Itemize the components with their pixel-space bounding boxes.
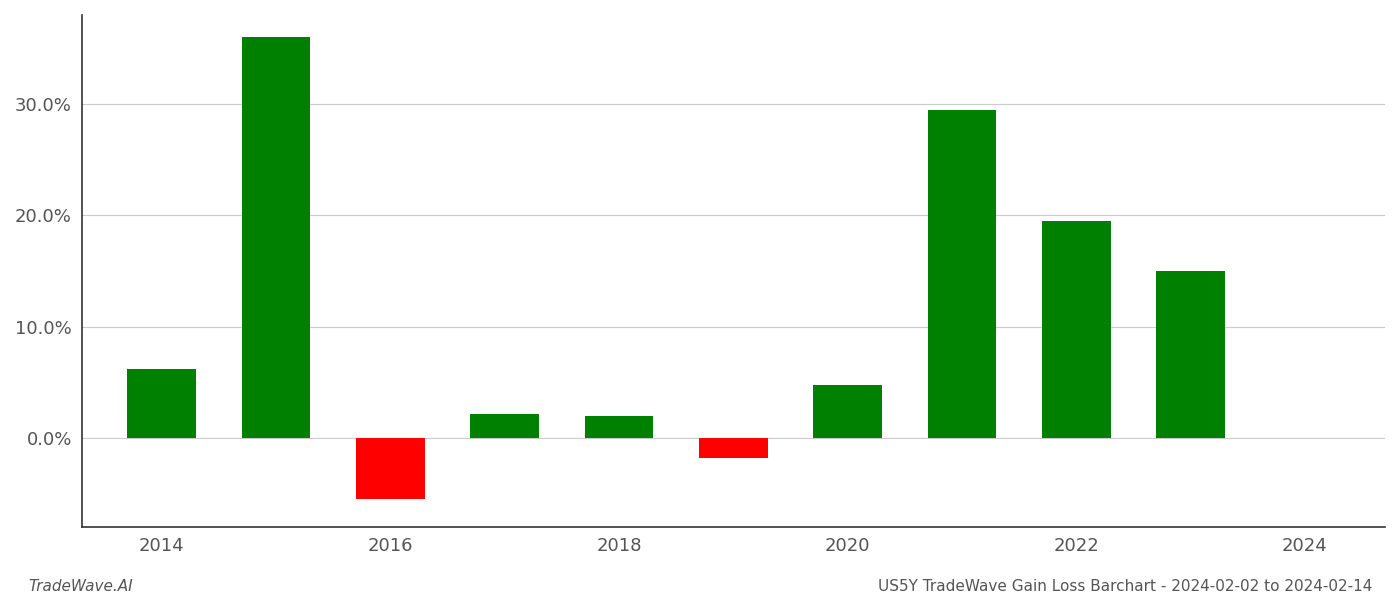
Bar [1042,221,1110,438]
Bar [699,438,767,458]
Bar [470,413,539,438]
Bar [127,369,196,438]
Bar [1156,271,1225,438]
Text: TradeWave.AI: TradeWave.AI [28,579,133,594]
Bar [585,416,654,438]
Text: US5Y TradeWave Gain Loss Barchart - 2024-02-02 to 2024-02-14: US5Y TradeWave Gain Loss Barchart - 2024… [878,579,1372,594]
Bar [242,37,311,438]
Bar [928,110,997,438]
Bar [813,385,882,438]
Bar [356,438,424,499]
